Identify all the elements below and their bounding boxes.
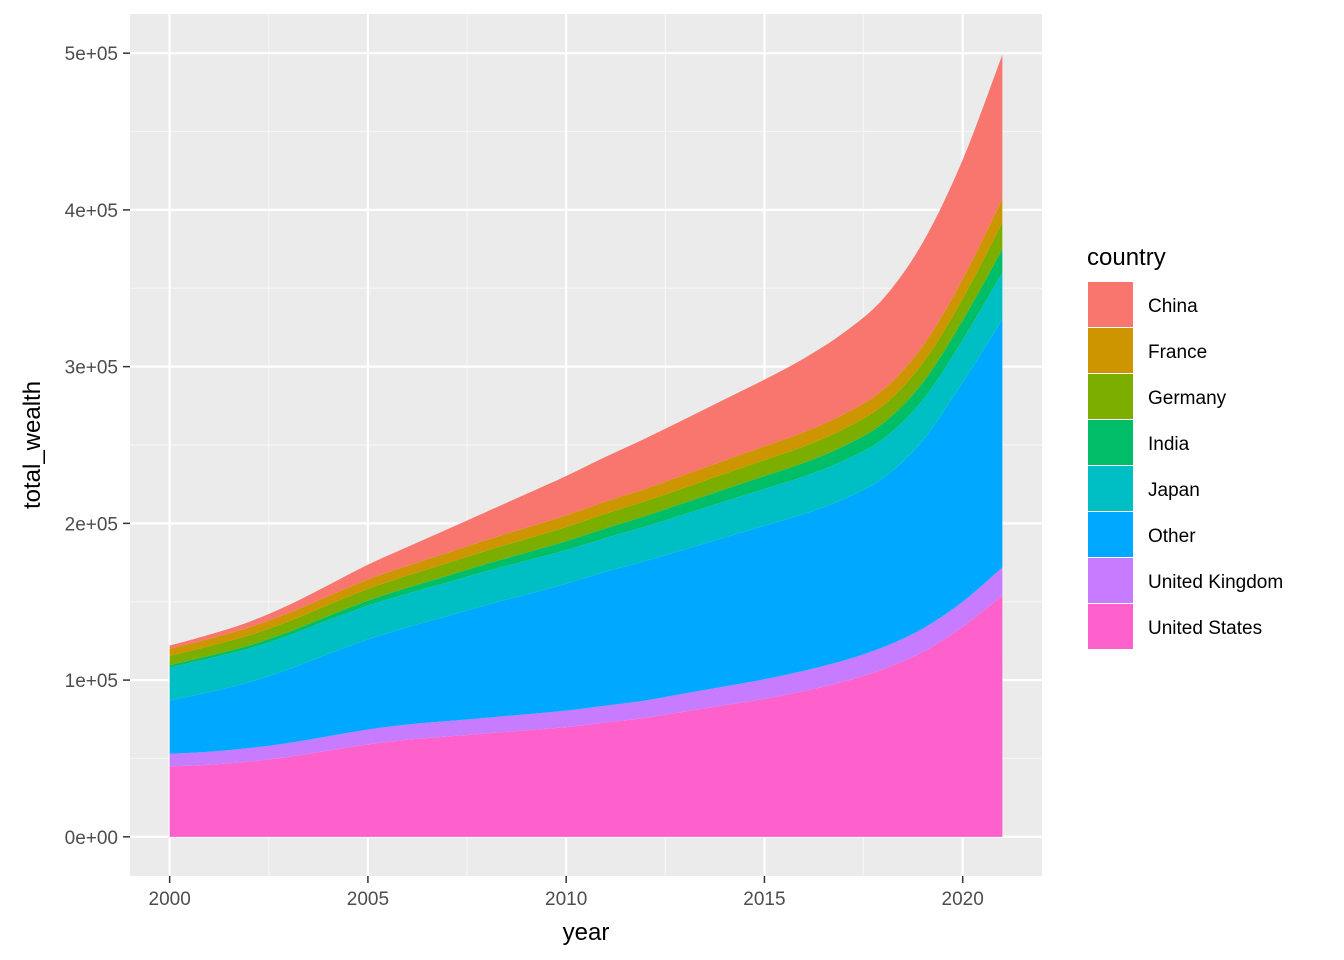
area-germany — [169, 222, 1003, 666]
x-tick-label: 2005 — [347, 889, 389, 910]
stacked-areas — [169, 54, 1003, 837]
x-axis-title: year — [563, 919, 610, 946]
legend-key-other — [1088, 512, 1133, 557]
legend-label-other: Other — [1148, 526, 1196, 547]
area-china — [169, 54, 1003, 649]
area-france — [169, 198, 1003, 656]
x-tick-label: 2020 — [942, 889, 984, 910]
x-tick-label: 2015 — [743, 889, 785, 910]
legend-label-japan: Japan — [1148, 480, 1200, 501]
legend-key-united-states — [1088, 604, 1133, 649]
legend-label-germany: Germany — [1148, 388, 1227, 409]
legend-key-india — [1088, 420, 1133, 465]
y-tick-label: 5e+05 — [65, 44, 118, 65]
legend-label-france: France — [1148, 342, 1207, 363]
legend-title: country — [1087, 244, 1166, 271]
y-tick-label: 1e+05 — [65, 671, 118, 692]
legend-key-china — [1088, 282, 1133, 327]
x-axis: 2000 2005 2010 2015 2020 — [149, 876, 984, 910]
area-other — [169, 319, 1003, 754]
y-tick-label: 4e+05 — [65, 201, 118, 222]
area-united-kingdom — [169, 567, 1003, 767]
legend-key-japan — [1088, 466, 1133, 511]
legend: country China France Germany India Japan Othe… — [1087, 244, 1283, 649]
legend-label-united-states: United States — [1148, 618, 1262, 639]
y-axis-title: total_wealth — [19, 381, 46, 509]
area-united-states — [169, 595, 1003, 837]
legend-key-united-kingdom — [1088, 558, 1133, 603]
legend-key-france — [1088, 328, 1133, 373]
y-axis: 0e+00 1e+05 2e+05 3e+05 4e+05 5e+05 — [65, 44, 130, 849]
legend-label-united-kingdom: United Kingdom — [1148, 572, 1283, 593]
y-tick-label: 3e+05 — [65, 358, 118, 379]
legend-label-china: China — [1148, 296, 1198, 317]
area-india — [169, 249, 1003, 668]
x-tick-label: 2000 — [149, 889, 191, 910]
legend-key-germany — [1088, 374, 1133, 419]
area-japan — [169, 272, 1003, 701]
y-tick-label: 0e+00 — [65, 828, 118, 849]
legend-label-india: India — [1148, 434, 1190, 455]
x-tick-label: 2010 — [545, 889, 587, 910]
y-tick-label: 2e+05 — [65, 514, 118, 535]
